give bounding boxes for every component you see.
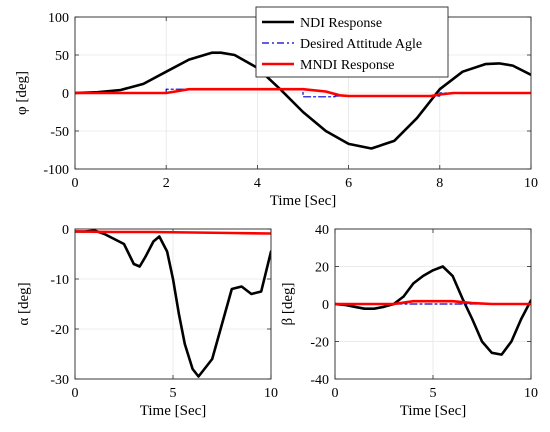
x-tick-label: 5 [170,386,177,401]
y-tick-label: 0 [62,87,69,102]
legend-label: Desired Attitude Agle [300,37,422,52]
y-tick-label: 50 [55,49,69,64]
x-tick-label: 5 [430,386,437,401]
y-tick-label: -40 [310,373,329,388]
y-axis-label: φ [deg] [14,71,30,115]
series-line-1 [75,229,271,378]
legend-label: NDI Response [300,16,382,31]
x-tick-label: 0 [72,176,79,191]
axes-frame [334,228,532,380]
x-tick-label: 0 [72,386,79,401]
series-line-2 [75,230,271,235]
y-tick-label: -100 [43,163,69,178]
y-tick-label: -20 [310,336,329,351]
legend-box [255,6,449,78]
x-tick-label: 6 [345,176,352,191]
y-tick-label: -20 [50,323,69,338]
y-tick-label: 100 [48,11,69,26]
y-tick-label: -50 [50,125,69,140]
y-tick-label: 0 [62,223,69,238]
plot-panel-3: 0 5 10 40 20 0 -20 -40 Time [Sec] β [deg] [280,223,538,419]
y-axis-label: α [deg] [16,282,32,325]
series-line-1 [335,265,531,356]
plot-panel-2: 0 5 10 0 -10 -20 -30 Time [Sec] α [deg] [16,223,278,419]
legend: NDI Response Desired Attitude Agle MNDI Re… [255,6,449,78]
series-line-1 [75,51,531,150]
y-tick-label: 20 [315,261,329,276]
series-line-3 [75,87,531,98]
x-tick-label: 10 [524,176,538,191]
x-tick-label: 0 [332,386,339,401]
legend-label: MNDI Response [300,58,395,73]
x-tick-label: 10 [524,386,538,401]
y-tick-label: -30 [50,373,69,388]
x-tick-label: 10 [264,386,278,401]
series-line-3 [335,299,531,306]
x-tick-label: 2 [163,176,170,191]
x-tick-label: 4 [254,176,261,191]
plot-panel-1: 0 2 4 6 8 10 100 50 0 -50 -100 Time [Sec] φ [deg] NDI… [14,6,538,209]
x-tick-label: 8 [436,176,443,191]
axes-frame [74,228,272,380]
x-axis-label: Time [Sec] [140,403,207,419]
y-tick-label: 40 [315,223,329,238]
y-tick-label: 0 [322,298,329,313]
y-axis-label: β [deg] [280,282,296,325]
y-tick-label: -10 [50,273,69,288]
series-line-2 [75,88,531,98]
x-axis-label: Time [Sec] [270,193,337,209]
x-axis-label: Time [Sec] [400,403,467,419]
